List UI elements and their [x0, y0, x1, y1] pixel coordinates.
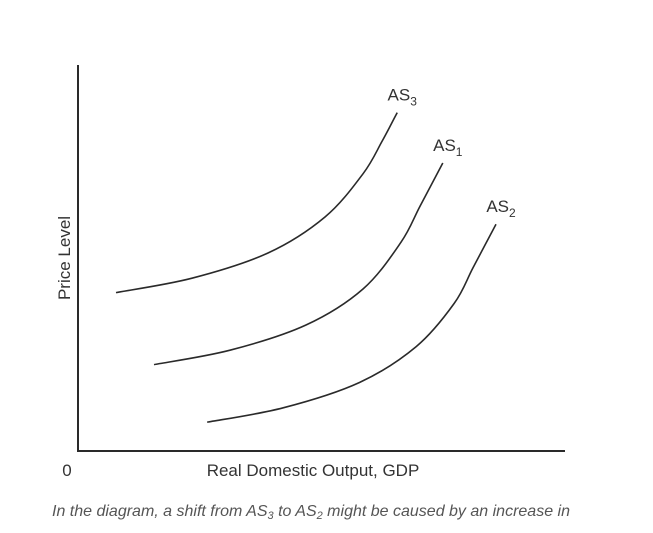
- aggregate-supply-chart: 0 Real Domestic Output, GDP Price Level …: [55, 65, 565, 480]
- x-axis-label: Real Domestic Output, GDP: [207, 461, 420, 480]
- curve-as2: [207, 223, 497, 423]
- question-caption: In the diagram, a shift from AS3 to AS2 …: [52, 503, 650, 522]
- axes: [77, 65, 565, 452]
- curves: [115, 112, 497, 423]
- curve-label-as1: AS1: [433, 136, 463, 159]
- curve-label-subscript: 2: [509, 206, 516, 220]
- curve-label-subscript: 1: [456, 145, 463, 159]
- curve-label-as2: AS2: [486, 197, 516, 220]
- curve-label-name: AS: [486, 197, 509, 216]
- caption-text-start: In the diagram, a shift from AS: [52, 503, 268, 520]
- caption-text-end: might be caused by an increase in: [322, 503, 570, 520]
- curve-as1: [153, 162, 444, 366]
- curve-label-name: AS: [433, 136, 456, 155]
- curve-as3: [115, 112, 398, 294]
- y-axis-label: Price Level: [55, 216, 74, 300]
- curve-label-name: AS: [388, 86, 411, 105]
- caption-text-middle: to AS: [273, 503, 317, 520]
- curve-label-subscript: 3: [410, 95, 417, 109]
- origin-label: 0: [62, 461, 71, 480]
- caption-subscript-1: 3: [267, 510, 274, 522]
- caption-subscript-2: 2: [316, 510, 323, 522]
- curve-label-as3: AS3: [388, 86, 418, 109]
